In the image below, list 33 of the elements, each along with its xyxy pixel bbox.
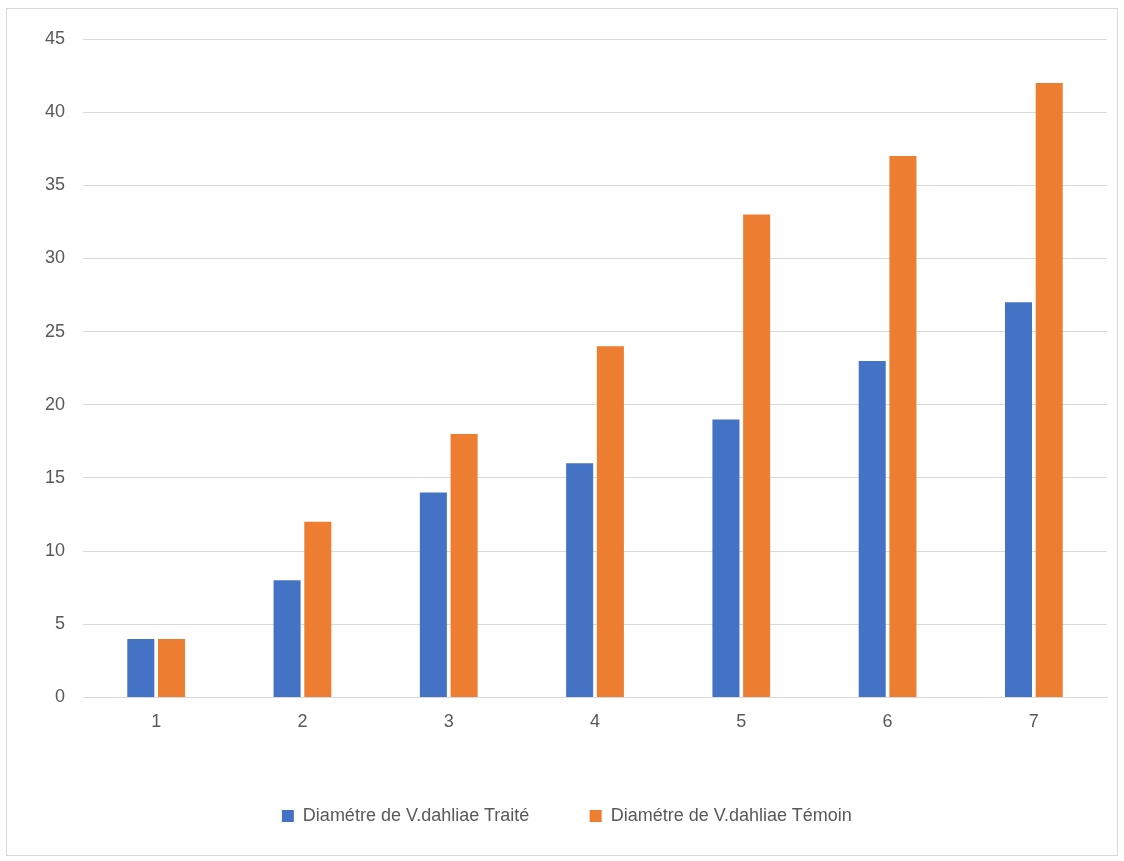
y-tick-label: 0 — [55, 686, 66, 707]
bar — [127, 638, 155, 697]
x-tick-label: 2 — [297, 711, 308, 732]
bar — [743, 214, 771, 697]
x-tick-label: 6 — [882, 711, 893, 732]
legend-label: Diamétre de V.dahliae Témoin — [610, 804, 852, 825]
bar — [419, 492, 447, 697]
bar — [304, 521, 332, 697]
bar — [566, 463, 594, 697]
x-tick-label: 7 — [1028, 711, 1039, 732]
y-tick-label: 25 — [44, 320, 66, 341]
y-tick-label: 35 — [44, 174, 66, 195]
y-tick-label: 30 — [44, 247, 66, 268]
y-tick-label: 10 — [44, 540, 66, 561]
y-tick-label: 20 — [44, 393, 66, 414]
bar — [889, 156, 917, 697]
y-tick-label: 45 — [44, 27, 66, 48]
bar — [158, 638, 186, 697]
y-tick-label: 5 — [55, 613, 66, 634]
legend-label: Diamétre de V.dahliae Traité — [302, 804, 530, 825]
y-tick-label: 15 — [44, 466, 66, 487]
x-tick-label: 3 — [443, 711, 454, 732]
bar — [450, 434, 478, 697]
x-tick-label: 5 — [736, 711, 747, 732]
bar — [1004, 302, 1033, 697]
bar — [712, 419, 740, 697]
x-tick-label: 4 — [590, 711, 601, 732]
y-tick-label: 40 — [44, 101, 66, 122]
bar — [1035, 82, 1063, 697]
bar — [858, 360, 886, 697]
x-tick-label: 1 — [151, 711, 162, 732]
bar — [273, 580, 301, 697]
bar — [596, 346, 624, 697]
